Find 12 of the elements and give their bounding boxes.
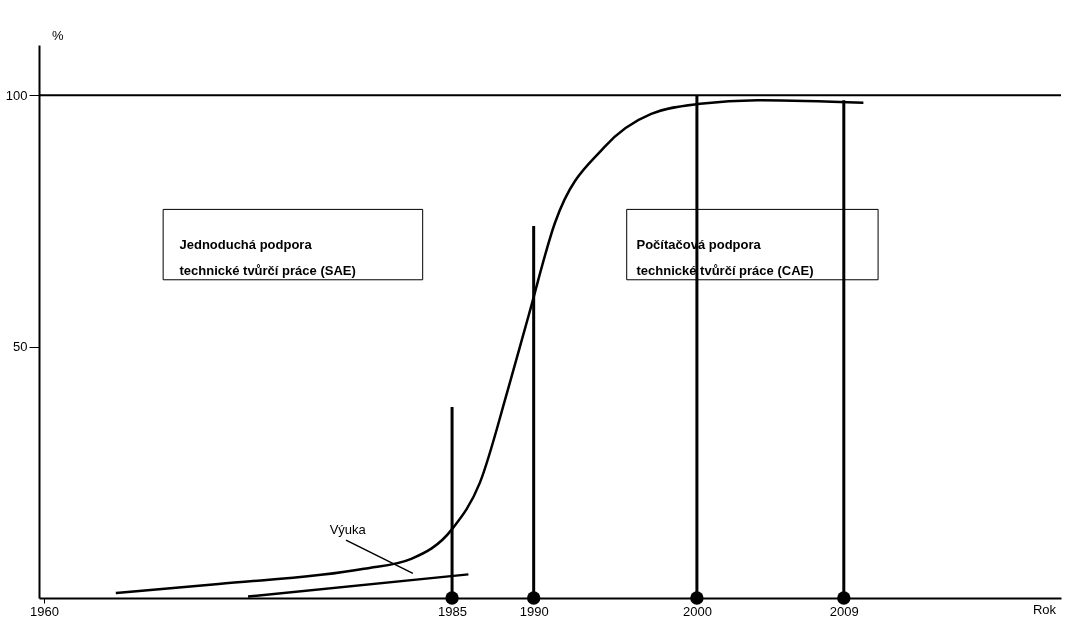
x-tick-label: 1960 <box>30 603 59 619</box>
x-axis-title: Rok <box>1032 602 1057 617</box>
y-tick-label: 50 <box>13 339 28 355</box>
x-tick-label: 2000 <box>682 603 712 619</box>
y-tick-label: 100 <box>5 87 28 103</box>
x-tick-label: 1985 <box>438 603 468 619</box>
line-series <box>114 99 865 595</box>
x-tick-label: 1990 <box>519 603 549 619</box>
x-tick-label: 2009 <box>829 603 859 619</box>
y-axis-title: % <box>52 28 64 43</box>
annotation: Výuka <box>329 522 367 538</box>
annotation: Jednoduchá podpora technické tvůrčí práce (SAE) <box>179 236 356 278</box>
